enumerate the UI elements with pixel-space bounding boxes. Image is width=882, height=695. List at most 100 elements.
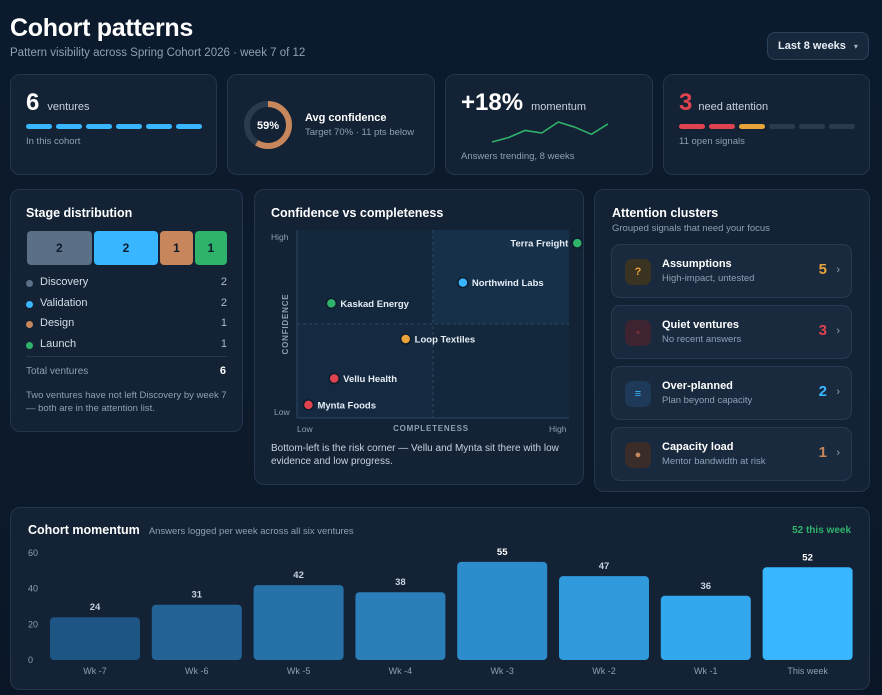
segment	[56, 124, 82, 129]
bar-wk--7[interactable]	[50, 617, 140, 660]
scatter-point-vellu-health[interactable]	[328, 372, 340, 385]
y-tick-60: 60	[28, 548, 38, 558]
bar-category-label: This week	[787, 666, 828, 676]
attention-count: 3	[679, 89, 693, 116]
confidence-label: Avg confidence	[305, 112, 387, 124]
momentum-chart-title: Cohort momentum	[28, 523, 140, 537]
cluster-assumptions[interactable]: ? Assumptions High-impact, untested 5 ›	[611, 244, 852, 298]
scatter-note: Bottom-left is the risk corner — Vellu a…	[271, 443, 559, 467]
bar-value-label: 24	[90, 602, 101, 613]
chevron-right-icon: ›	[836, 386, 840, 398]
segment	[799, 124, 825, 129]
page-title: Cohort patterns	[10, 14, 194, 42]
attention-sub: 11 open signals	[679, 136, 745, 147]
cluster-name: Over-planned	[662, 380, 733, 392]
cluster-count: 3	[818, 322, 827, 339]
stage-segment-design: 1	[160, 231, 193, 265]
cluster-count: 2	[818, 383, 827, 400]
bar-value-label: 31	[192, 590, 203, 601]
segment	[116, 124, 142, 129]
stage-count: 1	[220, 317, 227, 329]
total-ventures-value: 6	[219, 365, 226, 377]
scatter-label-vellu-health: Vellu Health	[343, 374, 397, 385]
stage-count: 1	[220, 337, 227, 350]
kpi-card-ventures: 6 ventures In this cohort	[10, 74, 217, 175]
date-range-dropdown[interactable]: Last 8 weeks ▾	[767, 32, 869, 60]
segment	[86, 124, 112, 129]
bar-wk--2[interactable]	[559, 576, 649, 660]
cluster-count: 5	[818, 261, 827, 278]
stage-dot	[26, 300, 33, 308]
bar-wk--3[interactable]	[457, 561, 548, 660]
cluster-over-planned[interactable]: ≡ Over-planned Plan beyond capacity 2 ›	[611, 366, 852, 420]
y-tick-0: 0	[28, 655, 33, 665]
cluster-desc: No recent answers	[662, 334, 742, 345]
scatter-title: Confidence vs completeness	[271, 206, 444, 220]
scatter-label-terra-freight: Terra Freight	[510, 239, 569, 250]
bar-category-label: Wk -3	[490, 666, 514, 676]
total-ventures-label: Total ventures	[26, 366, 89, 377]
x-low-label: Low	[297, 424, 313, 434]
segment	[146, 124, 172, 129]
ventures-segment-bar	[26, 124, 202, 129]
scatter-point-loop-textiles[interactable]	[399, 333, 412, 345]
bar-category-label: Wk -1	[694, 666, 718, 676]
scatter-point-kaskad-energy[interactable]	[325, 297, 338, 310]
scatter-label-kaskad-energy: Kaskad Energy	[340, 299, 409, 310]
stage-count: 2	[220, 296, 227, 309]
bar-category-label: Wk -6	[185, 666, 209, 676]
kpi-card-momentum: +18% momentum Answers trending, 8 weeks	[445, 74, 653, 175]
bar-wk--1[interactable]	[660, 595, 751, 660]
bar-wk--6[interactable]	[151, 604, 242, 660]
clusters-title: Attention clusters	[612, 206, 719, 220]
kpi-card-confidence: 59% Avg confidence Target 70% · 11 pts b…	[227, 74, 435, 175]
bar-value-label: 47	[599, 561, 610, 572]
stage-segment-discovery: 2	[27, 231, 92, 265]
bar-this-week[interactable]	[762, 567, 853, 660]
stage-label: Discovery	[40, 276, 89, 288]
scatter-point-northwind-labs[interactable]	[457, 276, 469, 289]
assumptions-icon: ?	[625, 259, 651, 285]
bar-wk--5[interactable]	[253, 585, 344, 660]
chevron-right-icon: ›	[836, 264, 840, 276]
confidence-sub: Target 70% · 11 pts below	[305, 127, 415, 138]
scatter-point-mynta-foods[interactable]	[302, 399, 315, 411]
bar-category-label: Wk -7	[83, 666, 107, 676]
scatter-plot: High Low Low High COMPLETENESS CONFIDENC…	[271, 230, 584, 434]
cluster-desc: High-impact, untested	[662, 273, 755, 284]
segment	[709, 124, 735, 129]
stage-label: Design	[40, 317, 75, 329]
x-high-label: High	[549, 424, 567, 434]
this-week-badge: 52 this week	[792, 525, 851, 536]
stage-note: Two ventures have not left Discovery by …	[26, 390, 227, 414]
scatter-point-terra-freight[interactable]	[571, 237, 584, 249]
stage-segment-validation: 2	[93, 231, 159, 265]
divider	[26, 356, 227, 357]
y-axis-label: CONFIDENCE	[281, 294, 290, 355]
segment	[679, 124, 705, 129]
quiet-ventures-icon: ◦	[625, 320, 651, 346]
ventures-count: 6	[26, 89, 40, 116]
page-subtitle: Pattern visibility across Spring Cohort …	[10, 47, 306, 59]
stage-item-launch: Launch 1	[26, 338, 227, 352]
bar-value-label: 52	[802, 552, 813, 563]
stage-item-design: Design 1	[26, 317, 227, 331]
over-planned-icon: ≡	[625, 381, 651, 407]
confidence-completeness-card: Confidence vs completeness High Low Low …	[254, 189, 584, 485]
bar-wk--4[interactable]	[355, 592, 446, 660]
cluster-capacity-load[interactable]: ● Capacity load Mentor bandwidth at risk 1 ›	[611, 427, 852, 481]
momentum-bar-chart: 0 20 40 60 24 Wk -7 31 Wk -6 42 Wk -5 38 Wk -4 55 Wk…	[28, 547, 853, 676]
stage-item-validation: Validation 2	[26, 297, 227, 311]
cluster-quiet-ventures[interactable]: ◦ Quiet ventures No recent answers 3 ›	[611, 305, 852, 359]
confidence-value: 59%	[257, 120, 279, 132]
capacity-load-icon: ●	[625, 442, 651, 468]
momentum-value: +18%	[461, 89, 524, 116]
attention-segment-bar	[679, 124, 855, 129]
scatter-label-mynta-foods: Mynta Foods	[317, 400, 376, 411]
cluster-count: 1	[818, 444, 827, 461]
scatter-label-northwind-labs: Northwind Labs	[472, 278, 544, 289]
momentum-sparkline	[491, 121, 609, 143]
stage-label: Launch	[40, 337, 77, 350]
